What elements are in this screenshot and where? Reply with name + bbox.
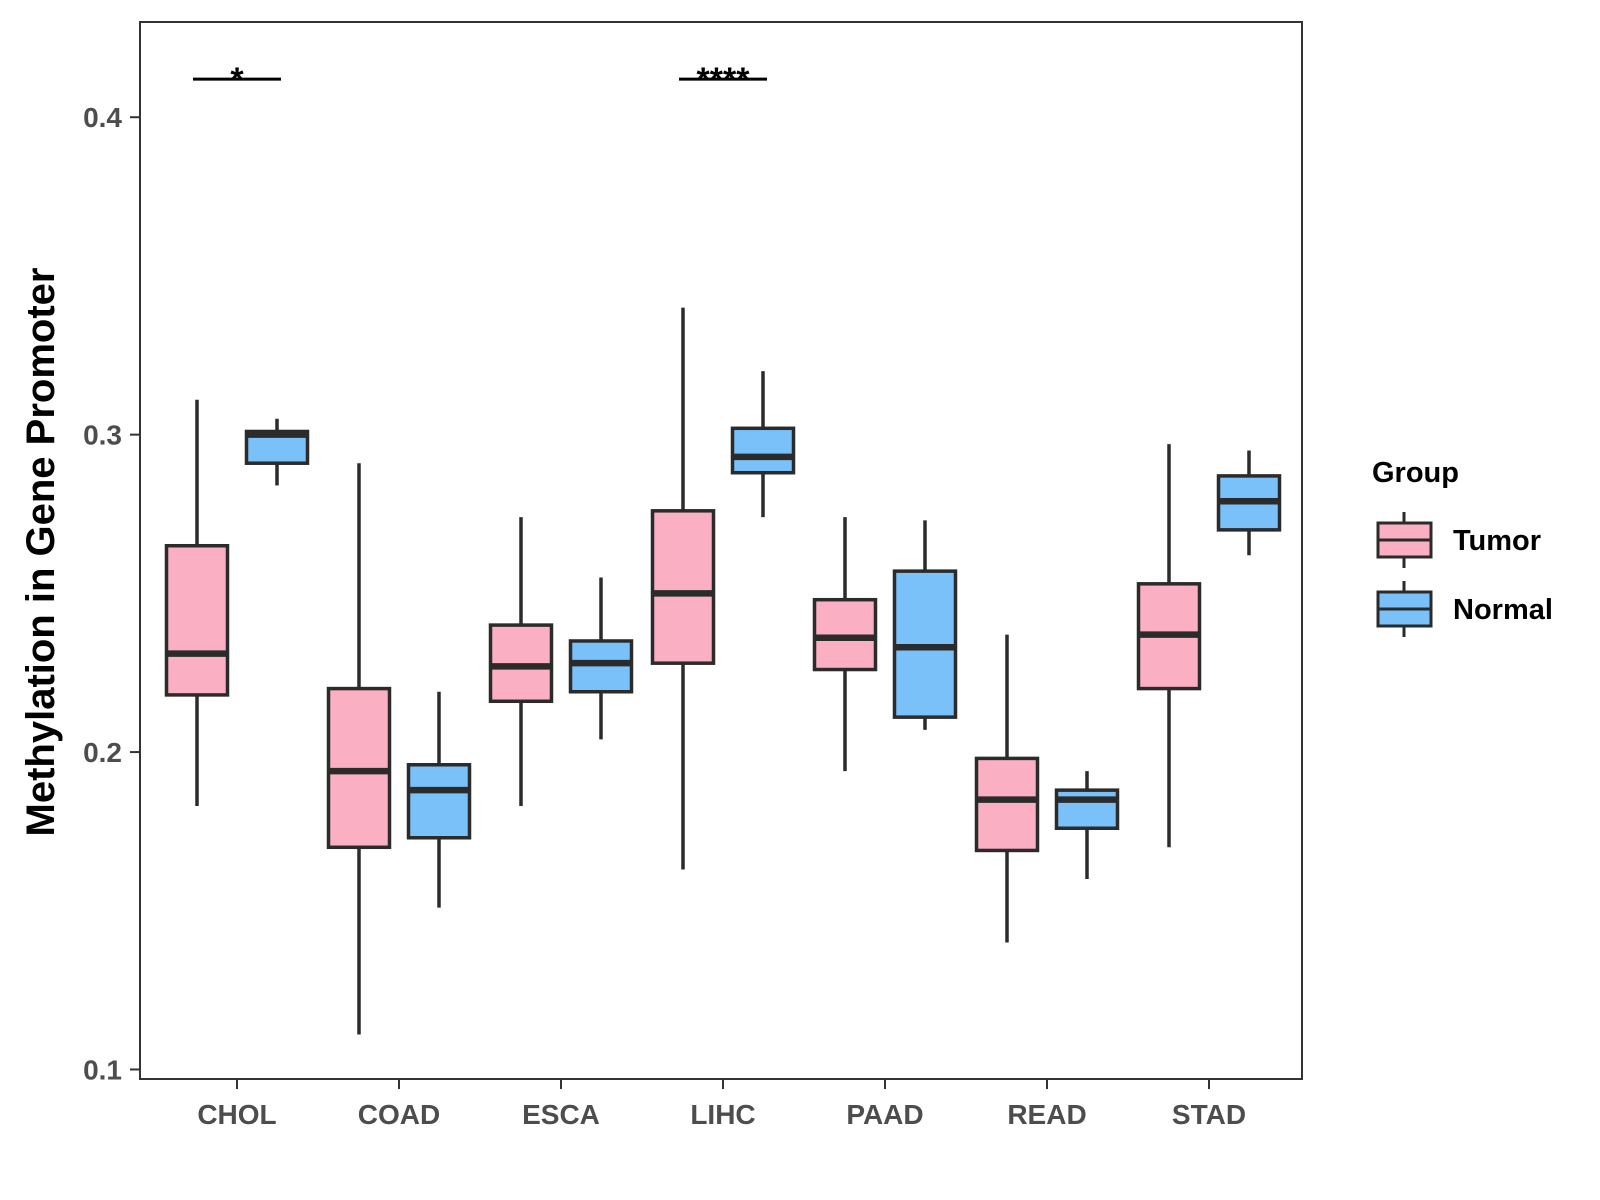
box-body — [1054, 788, 1120, 830]
x-tick-label: PAAD — [846, 1099, 923, 1130]
x-tick-label: COAD — [358, 1099, 440, 1130]
box-tumor-chol — [164, 399, 230, 807]
x-axis: CHOL COAD ESCA LIHC PAAD READ STAD — [197, 1079, 1246, 1130]
box-body — [406, 763, 472, 840]
legend-label-normal: Normal — [1453, 594, 1553, 626]
x-tick-label: LIHC — [690, 1099, 755, 1130]
box-tumor-stad — [1136, 444, 1202, 848]
box-normal-stad — [1216, 450, 1282, 556]
y-tick-label: 0.4 — [83, 102, 122, 133]
box-body — [164, 543, 230, 697]
y-tick-label: 0.3 — [83, 420, 122, 451]
box-normal-read — [1054, 771, 1120, 880]
box-tumor-coad — [326, 463, 392, 1035]
legend-key-tumor — [1376, 512, 1433, 568]
box-body — [974, 756, 1040, 853]
significance-label: * — [230, 61, 244, 99]
x-tick-label: CHOL — [197, 1099, 276, 1130]
x-tick-label: STAD — [1172, 1099, 1246, 1130]
y-axis: 0.1 0.2 0.3 0.4 — [83, 102, 140, 1085]
box-normal-esca — [568, 577, 634, 740]
legend: Group Tumor Normal — [1372, 457, 1553, 637]
legend-label-tumor: Tumor — [1453, 525, 1541, 557]
box-normal-coad — [406, 691, 472, 908]
legend-title: Group — [1372, 457, 1459, 489]
box-tumor-lihc — [650, 307, 716, 870]
box-tumor-esca — [488, 517, 554, 807]
box-body — [650, 509, 716, 665]
significance-label: **** — [697, 61, 751, 99]
plot-panel — [139, 21, 1303, 1080]
box-normal-lihc — [730, 371, 796, 518]
y-tick-label: 0.2 — [83, 737, 122, 768]
box-normal-paad — [892, 520, 958, 730]
box-series — [164, 307, 1282, 1035]
legend-key-normal — [1376, 581, 1433, 637]
significance-annotations: * **** — [193, 61, 767, 99]
x-tick-label: ESCA — [522, 1099, 600, 1130]
y-axis-title: Methylation in Gene Promoter — [19, 268, 63, 837]
box-tumor-read — [974, 634, 1040, 943]
box-tumor-paad — [812, 517, 878, 772]
y-tick-label: 0.1 — [83, 1054, 122, 1085]
x-tick-label: READ — [1007, 1099, 1086, 1130]
box-body — [730, 426, 796, 475]
box-normal-chol — [244, 418, 310, 486]
